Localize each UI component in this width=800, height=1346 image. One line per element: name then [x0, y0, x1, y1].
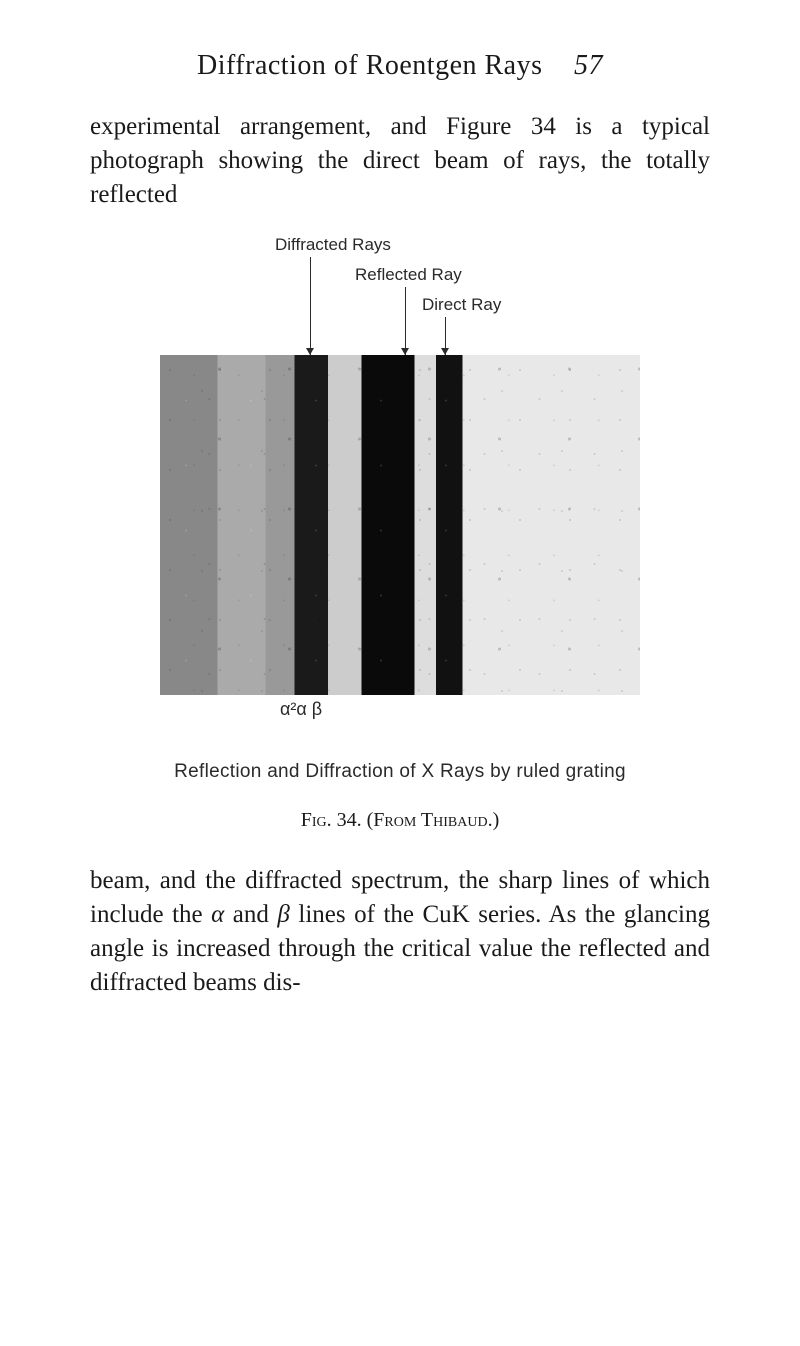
beta-symbol: β [277, 901, 289, 928]
greek-labels: α²α β [280, 699, 322, 720]
arrow-head-2 [401, 348, 409, 355]
alpha-symbol: α [211, 901, 224, 928]
paragraph-1: experimental arrangement, and Figure 34 … [90, 110, 710, 211]
label-direct-ray: Direct Ray [422, 295, 501, 315]
label-reflected-ray: Reflected Ray [355, 265, 462, 285]
arrow-head-3 [441, 348, 449, 355]
arrow-head-1 [306, 348, 314, 355]
arrow-line-1 [310, 257, 311, 355]
diffraction-photograph [160, 355, 640, 695]
figure-label-area: Diffracted Rays Reflected Ray Direct Ray [160, 235, 640, 355]
figure-caption: Fig. 34. (From Thibaud.) [160, 809, 640, 832]
page-number: 57 [574, 50, 603, 81]
p2-part2: and [224, 901, 277, 928]
chapter-title: Diffraction of Roentgen Rays [197, 50, 543, 81]
paragraph-2: beam, and the diffracted spectrum, the s… [90, 864, 710, 999]
greek-label-row: α²α β [160, 695, 640, 731]
page-header: Diffraction of Roentgen Rays 57 [90, 50, 710, 82]
figure-34: Diffracted Rays Reflected Ray Direct Ray… [160, 235, 640, 832]
figure-description: Reflection and Diffraction of X Rays by … [160, 761, 640, 783]
arrow-line-2 [405, 287, 406, 355]
label-diffracted-rays: Diffracted Rays [275, 235, 391, 255]
